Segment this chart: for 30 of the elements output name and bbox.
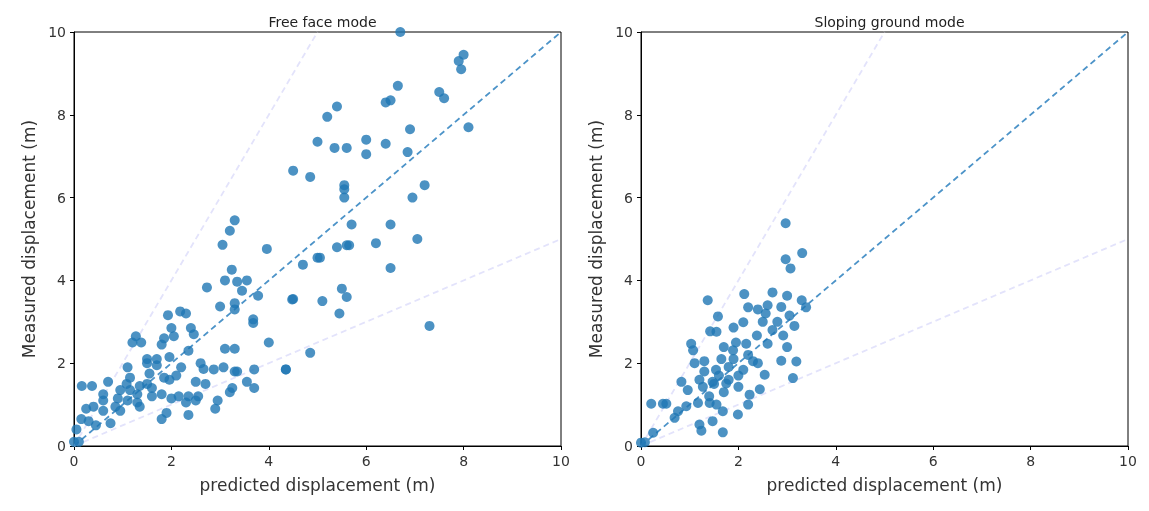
- y-axis-title: Measured displacement (m): [18, 119, 39, 359]
- x-tick-label: 6: [361, 453, 371, 469]
- x-tick-label: 6: [928, 453, 938, 469]
- x-tick-label: 4: [831, 453, 841, 469]
- x-tick-label: 8: [459, 453, 469, 469]
- y-tick-label: 10: [615, 24, 633, 40]
- x-axis-title: predicted displacement (m): [766, 474, 1003, 495]
- y-tick-label: 2: [57, 355, 66, 372]
- x-tick-label: 10: [552, 453, 570, 469]
- x-tick-label: 4: [264, 453, 274, 469]
- x-tick-label: 2: [733, 453, 743, 469]
- y-tick-label: 2: [624, 355, 633, 372]
- y-tick-label: 0: [57, 438, 66, 454]
- x-tick-label: 10: [1119, 453, 1137, 469]
- x-tick-label: 0: [69, 453, 79, 469]
- y-tick-label: 8: [57, 106, 66, 123]
- x-tick-label: 8: [1026, 453, 1036, 469]
- y-tick-label: 4: [624, 272, 634, 289]
- y-tick-label: 0: [624, 438, 633, 454]
- y-tick-label: 10: [48, 24, 66, 40]
- x-axis-title: predicted displacement (m): [199, 474, 436, 495]
- y-tick-label: 6: [57, 189, 67, 206]
- y-tick-label: 8: [624, 106, 633, 123]
- y-axis-title: Measured displacement (m): [585, 119, 606, 359]
- x-tick-label: 0: [636, 453, 646, 469]
- y-tick-label: 4: [57, 272, 67, 289]
- chart-title: Sloping ground mode: [814, 14, 965, 30]
- y-tick-label: 6: [624, 189, 634, 206]
- x-tick-label: 2: [166, 453, 176, 469]
- chart-title: Free face mode: [268, 14, 377, 30]
